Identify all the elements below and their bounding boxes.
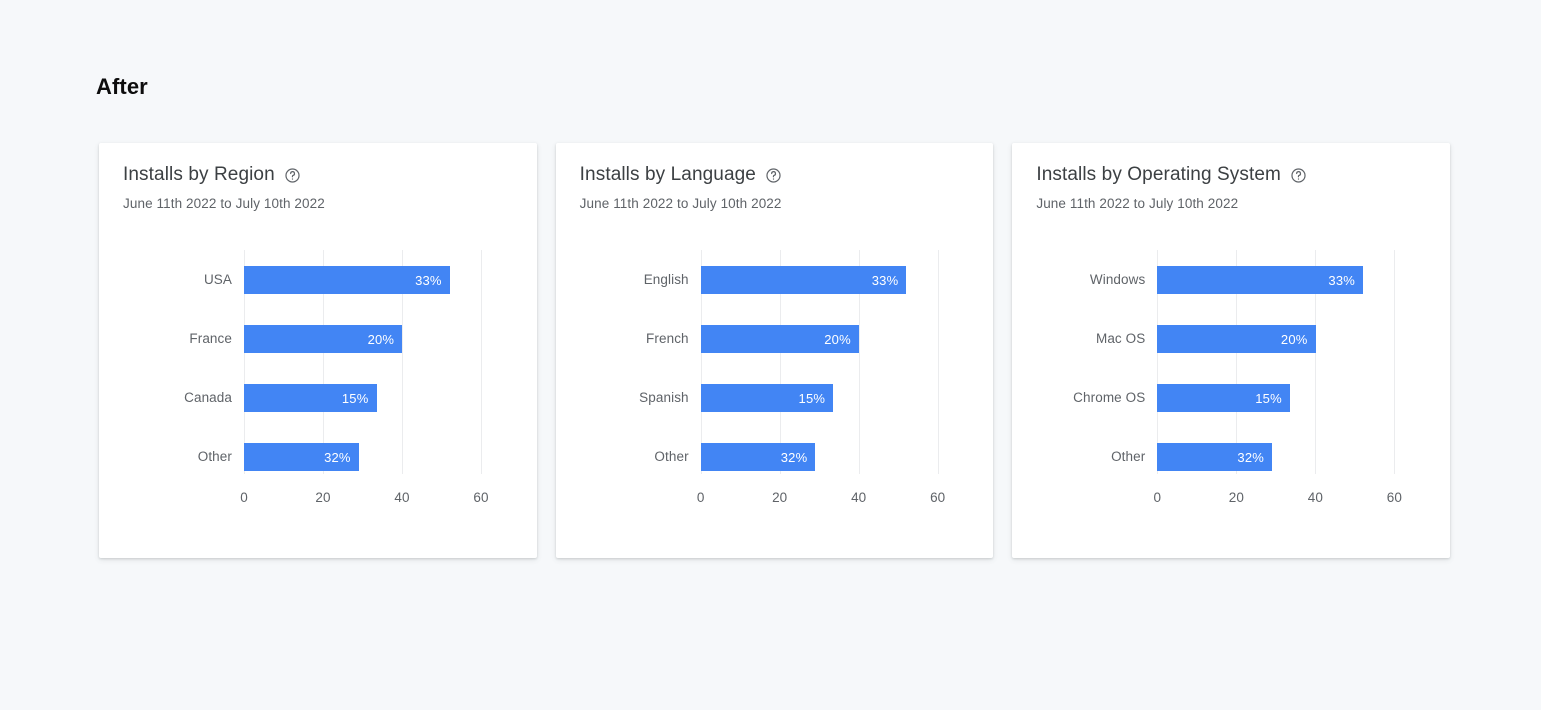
bar-row: Chrome OS 15% xyxy=(1073,384,1394,412)
category-label: Mac OS xyxy=(1095,331,1146,346)
gridline-60 xyxy=(481,250,482,474)
x-tick: 40 xyxy=(851,490,867,505)
bar[interactable]: 20% xyxy=(244,325,403,353)
bar-chart: USA 33% France 20% xyxy=(99,243,537,543)
bar[interactable]: 32% xyxy=(244,443,359,471)
card-installs-by-language: Installs by Language June 11th 2022 to J… xyxy=(555,143,994,558)
bar[interactable]: 33% xyxy=(1157,266,1364,294)
bar[interactable]: 20% xyxy=(700,325,859,353)
bar-value-label: 20% xyxy=(367,331,395,347)
cards-row: Installs by Region June 11th 2022 to Jul… xyxy=(99,143,1451,558)
bar-row: French 20% xyxy=(646,325,938,353)
x-tick: 0 xyxy=(696,490,705,505)
bar-chart: English 33% French 20% xyxy=(556,243,994,543)
plot-area: English 33% French 20% xyxy=(639,250,939,474)
card-header: Installs by Region June 11th 2022 to Jul… xyxy=(99,143,537,211)
plot-area: USA 33% France 20% xyxy=(184,250,482,474)
bar-chart: Windows 33% Mac OS 20% xyxy=(1012,243,1450,543)
bar-row: Windows 33% xyxy=(1090,266,1394,294)
bar-value-label: 15% xyxy=(341,390,369,406)
category-label: France xyxy=(189,331,232,346)
category-label: English xyxy=(643,272,689,287)
bar-value-label: 20% xyxy=(824,331,851,347)
x-tick: 20 xyxy=(315,490,331,505)
x-tick: 60 xyxy=(1386,490,1402,505)
bar-value-label: 15% xyxy=(798,390,826,406)
card-title: Installs by Operating System xyxy=(1036,164,1281,185)
help-circle-icon[interactable] xyxy=(1290,167,1307,184)
category-label: Other xyxy=(654,449,689,464)
x-axis: 0 20 40 60 xyxy=(1153,482,1402,508)
x-tick: 40 xyxy=(1307,490,1323,505)
category-label: Spanish xyxy=(639,390,689,405)
bar[interactable]: 15% xyxy=(700,384,834,412)
card-installs-by-operating-system: Installs by Operating System June 11th 2… xyxy=(1012,143,1451,558)
bar-rows: Windows 33% Mac OS 20% xyxy=(1073,250,1394,474)
x-axis: 0 20 40 60 xyxy=(240,482,488,508)
bar-row: Other 32% xyxy=(654,443,938,471)
card-subtitle: June 11th 2022 to July 10th 2022 xyxy=(579,196,782,211)
bar-row: USA 33% xyxy=(204,266,481,294)
bar[interactable]: 15% xyxy=(1157,384,1290,412)
bar-value-label: 33% xyxy=(415,272,442,288)
gridline-60 xyxy=(937,250,939,474)
card-subtitle: June 11th 2022 to July 10th 2022 xyxy=(1036,196,1239,211)
category-label: Windows xyxy=(1089,272,1146,287)
page-title: After xyxy=(96,74,148,99)
card-title: Installs by Language xyxy=(579,164,756,185)
x-tick: 40 xyxy=(394,490,410,505)
bar-value-label: 20% xyxy=(1280,331,1308,347)
bar-value-label: 32% xyxy=(324,449,351,465)
card-header: Installs by Operating System June 11th 2… xyxy=(1012,143,1450,211)
plot-area: Windows 33% Mac OS 20% xyxy=(1073,250,1396,474)
bar-row: Other 32% xyxy=(198,443,481,471)
card-title-row: Installs by Operating System xyxy=(1036,163,1450,187)
card-title-row: Installs by Region xyxy=(123,163,537,187)
gridline-60 xyxy=(1394,250,1396,474)
bar-value-label: 33% xyxy=(871,272,899,288)
bar-rows: English 33% French 20% xyxy=(639,250,938,474)
x-tick: 60 xyxy=(473,490,489,505)
x-axis: 0 20 40 60 xyxy=(697,482,945,508)
bar[interactable]: 32% xyxy=(1157,443,1273,471)
bar[interactable]: 32% xyxy=(700,443,816,471)
card-subtitle: June 11th 2022 to July 10th 2022 xyxy=(123,196,325,211)
x-tick: 0 xyxy=(1153,490,1162,505)
bar[interactable]: 33% xyxy=(700,266,907,294)
bar[interactable]: 15% xyxy=(244,384,377,412)
help-circle-icon[interactable] xyxy=(765,167,782,184)
bar-rows: USA 33% France 20% xyxy=(184,250,481,474)
bar-value-label: 15% xyxy=(1255,390,1282,406)
card-installs-by-region: Installs by Region June 11th 2022 to Jul… xyxy=(99,143,537,558)
bar-row: Other 32% xyxy=(1111,443,1394,471)
bar[interactable]: 33% xyxy=(244,266,450,294)
bar-row: English 33% xyxy=(644,266,938,294)
bar-value-label: 32% xyxy=(780,449,808,465)
x-tick: 20 xyxy=(1228,490,1244,505)
bar-value-label: 33% xyxy=(1328,272,1356,288)
category-label: French xyxy=(646,331,689,346)
card-title-row: Installs by Language xyxy=(580,163,994,187)
bar-value-label: 32% xyxy=(1237,449,1265,465)
x-tick: 60 xyxy=(930,490,946,505)
card-header: Installs by Language June 11th 2022 to J… xyxy=(556,143,994,211)
category-label: Other xyxy=(197,449,232,464)
x-tick: 0 xyxy=(240,490,248,505)
category-label: Other xyxy=(1111,449,1146,464)
category-label: USA xyxy=(203,272,232,287)
bar-row: France 20% xyxy=(189,325,481,353)
bar-row: Canada 15% xyxy=(184,384,481,412)
help-circle-icon[interactable] xyxy=(284,167,301,184)
bar-row: Mac OS 20% xyxy=(1096,325,1394,353)
category-label: Chrome OS xyxy=(1073,390,1146,405)
bar[interactable]: 20% xyxy=(1157,325,1316,353)
card-title: Installs by Region xyxy=(123,164,275,185)
category-label: Canada xyxy=(184,390,232,405)
x-tick: 20 xyxy=(772,490,788,505)
bar-row: Spanish 15% xyxy=(639,384,938,412)
